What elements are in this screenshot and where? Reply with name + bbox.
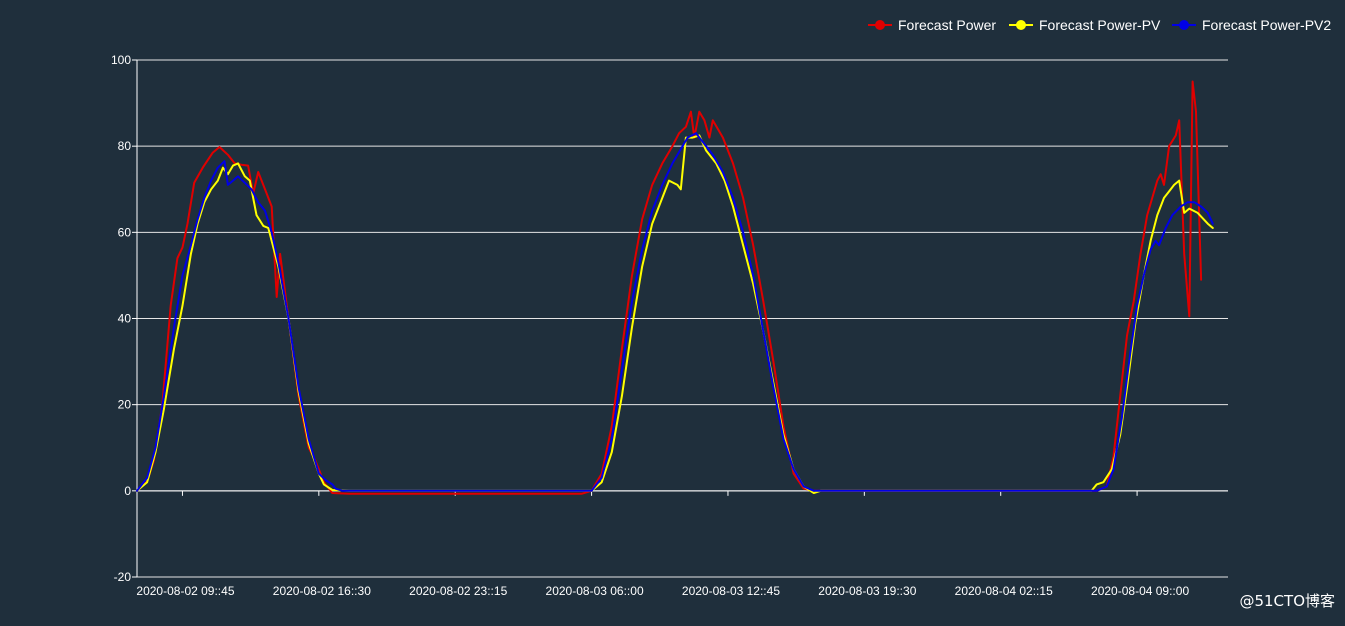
legend-swatch-dot <box>875 20 885 30</box>
legend[interactable]: Forecast Power Forecast Power-PV Forecast … <box>868 17 1331 33</box>
y-tick-label: -20 <box>114 570 132 584</box>
x-tick-label: 2020-08-02 09::45 <box>136 584 234 598</box>
legend-swatch-dot <box>1016 20 1026 30</box>
x-tick-label: 2020-08-02 23::15 <box>409 584 507 598</box>
y-tick-label: 100 <box>111 53 131 67</box>
series-lines <box>137 82 1213 494</box>
watermark-text: @51CTO博客 <box>1239 590 1335 611</box>
series-line <box>137 133 1213 491</box>
legend-item[interactable]: Forecast Power-PV <box>1009 17 1161 33</box>
legend-label: Forecast Power-PV <box>1039 17 1161 33</box>
x-tick-label: 2020-08-04 02::15 <box>955 584 1053 598</box>
legend-swatch-dot <box>1179 20 1189 30</box>
x-tick-label: 2020-08-04 09::00 <box>1091 584 1189 598</box>
x-tick-label: 2020-08-02 16::30 <box>273 584 371 598</box>
legend-label: Forecast Power <box>898 17 996 33</box>
x-tick-label: 2020-08-03 19::30 <box>818 584 916 598</box>
gridlines <box>137 60 1228 577</box>
y-tick-label: 60 <box>118 225 132 239</box>
y-tick-label: 40 <box>118 312 132 326</box>
legend-item[interactable]: Forecast Power <box>868 17 996 33</box>
legend-label: Forecast Power-PV2 <box>1202 17 1331 33</box>
series-line <box>137 135 1213 493</box>
y-tick-label: 80 <box>118 139 132 153</box>
y-tick-label: 0 <box>124 484 131 498</box>
legend-item[interactable]: Forecast Power-PV2 <box>1172 17 1331 33</box>
series-line <box>137 82 1201 494</box>
x-tick-label: 2020-08-03 06::00 <box>546 584 644 598</box>
y-tick-label: 20 <box>118 398 132 412</box>
x-tick-label: 2020-08-03 12::45 <box>682 584 780 598</box>
